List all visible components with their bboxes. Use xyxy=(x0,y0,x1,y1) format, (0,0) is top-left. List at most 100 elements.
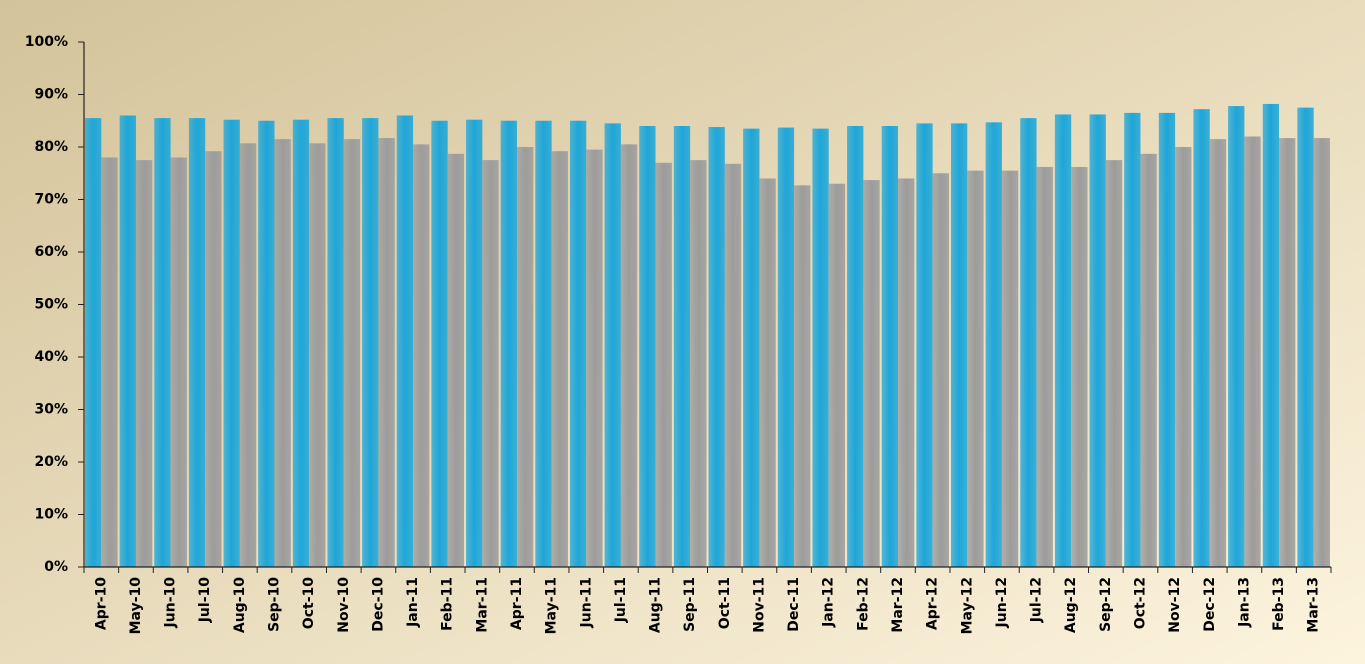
bar xyxy=(292,119,310,567)
bar xyxy=(101,157,118,567)
bar xyxy=(535,120,552,567)
bar xyxy=(1228,106,1245,568)
x-tick-label: Feb-13 xyxy=(1271,577,1287,631)
bar xyxy=(466,119,483,567)
x-tick-label: Jan-11 xyxy=(405,577,421,628)
bar xyxy=(258,120,275,567)
x-tick-label: Apr-10 xyxy=(93,577,109,630)
y-tick-label: 100% xyxy=(25,34,68,50)
bar xyxy=(1140,153,1157,567)
bar xyxy=(396,115,414,567)
bar xyxy=(586,149,603,567)
x-tick-label: Dec-11 xyxy=(786,577,802,632)
bar xyxy=(1105,160,1123,567)
x-tick-label: Dec-10 xyxy=(370,577,386,632)
y-tick-label: 80% xyxy=(34,139,68,155)
bar xyxy=(916,123,933,567)
bar xyxy=(1193,109,1210,567)
bar xyxy=(170,157,187,567)
bar xyxy=(1071,166,1088,567)
bar xyxy=(119,115,136,567)
x-tick-label: Jun-11 xyxy=(578,577,594,628)
bar xyxy=(551,151,568,567)
x-tick-label: Nov-11 xyxy=(751,577,767,633)
bar xyxy=(343,139,361,567)
x-tick-label: Mar-13 xyxy=(1306,577,1322,633)
bar xyxy=(967,170,984,567)
x-tick-label: Jul-11 xyxy=(613,577,629,623)
bar xyxy=(569,120,587,567)
bar xyxy=(708,127,725,568)
x-tick-label: May-11 xyxy=(544,577,560,634)
x-tick-label: Aug-12 xyxy=(1063,577,1079,633)
bar xyxy=(724,163,742,568)
x-tick-label: Nov-10 xyxy=(336,577,352,633)
bar xyxy=(1089,114,1106,567)
x-tick-label: Jun-10 xyxy=(163,577,179,629)
y-tick-label: 90% xyxy=(34,87,68,103)
bar xyxy=(881,126,899,567)
x-tick-label: May-10 xyxy=(128,577,144,635)
x-tick-label: Jun-12 xyxy=(994,577,1010,628)
bar xyxy=(327,118,344,567)
bar xyxy=(620,144,638,567)
bar xyxy=(777,127,795,567)
bar xyxy=(863,180,880,567)
bar xyxy=(1020,118,1037,567)
bar xyxy=(1175,147,1192,567)
bar xyxy=(1158,112,1176,567)
x-tick-label: Aug-10 xyxy=(232,577,248,633)
x-tick-label: May-12 xyxy=(959,577,975,634)
bar xyxy=(847,126,864,567)
bar xyxy=(1313,138,1330,567)
bar xyxy=(828,183,846,567)
bar xyxy=(274,139,291,567)
bar xyxy=(1036,166,1053,567)
x-tick-label: Mar-11 xyxy=(474,577,490,633)
bar xyxy=(604,123,621,567)
x-tick-label: Mar-12 xyxy=(890,577,906,633)
x-tick-label: Aug-11 xyxy=(648,577,664,633)
bar xyxy=(1279,138,1296,567)
x-tick-label: Sep-10 xyxy=(267,577,283,632)
bar xyxy=(655,162,672,567)
bar xyxy=(898,178,915,567)
bar xyxy=(309,143,326,567)
bar xyxy=(378,138,395,567)
bar xyxy=(516,147,534,567)
x-tick-label: Oct-10 xyxy=(301,577,317,629)
bar xyxy=(743,128,760,567)
bar xyxy=(1054,114,1072,567)
bar xyxy=(413,144,430,567)
bar xyxy=(223,119,240,567)
bar xyxy=(205,151,222,567)
y-tick-label: 60% xyxy=(34,244,68,260)
x-tick-label: Feb-11 xyxy=(440,577,456,631)
x-tick-label: Jul-10 xyxy=(197,577,213,624)
bar xyxy=(985,122,1002,567)
bar xyxy=(239,143,257,567)
x-tick-label: Apr-12 xyxy=(925,577,941,630)
y-tick-label: 70% xyxy=(34,192,68,208)
bar xyxy=(1297,107,1314,567)
bar xyxy=(482,160,499,567)
x-tick-label: Sep-11 xyxy=(682,577,698,632)
bar xyxy=(673,126,691,567)
bar xyxy=(794,185,811,567)
bar xyxy=(690,160,707,567)
bar xyxy=(362,118,379,567)
y-tick-label: 0% xyxy=(44,559,68,575)
x-tick-label: Jan-13 xyxy=(1236,577,1252,628)
bar xyxy=(1209,139,1227,567)
x-tick-label: Oct-12 xyxy=(1132,577,1148,629)
x-tick-label: Apr-11 xyxy=(509,577,525,630)
x-tick-label: Jan-12 xyxy=(821,577,837,628)
bar xyxy=(1262,103,1280,567)
bar xyxy=(1124,112,1141,567)
x-tick-label: Sep-12 xyxy=(1098,577,1114,632)
bar xyxy=(932,173,949,567)
bar xyxy=(812,128,829,567)
bar xyxy=(500,120,517,567)
bar xyxy=(1001,170,1019,567)
